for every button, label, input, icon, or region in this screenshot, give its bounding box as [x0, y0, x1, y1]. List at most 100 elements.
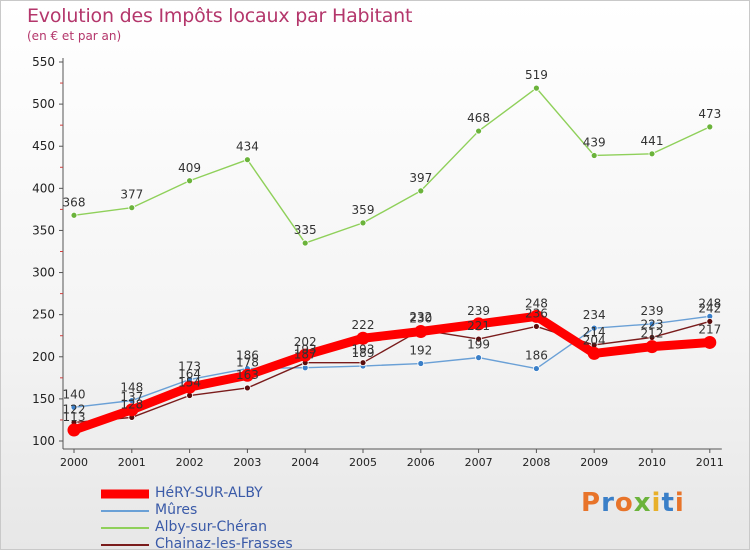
data-label: 187	[294, 348, 317, 362]
legend-label: Alby-sur-Chéran	[155, 519, 267, 535]
data-label: 189	[352, 346, 375, 360]
data-point	[298, 348, 312, 362]
x-tick-label: 2003	[233, 456, 261, 469]
x-tick-label: 2009	[580, 456, 608, 469]
data-label: 397	[409, 171, 432, 185]
x-tick-label: 2006	[407, 456, 435, 469]
data-point	[243, 384, 251, 392]
data-point	[240, 368, 254, 382]
logo-letter: t	[661, 488, 675, 518]
data-point	[70, 211, 78, 219]
logo-letter: i	[674, 488, 685, 518]
y-tick-label: 450	[32, 139, 55, 153]
data-point	[359, 219, 367, 227]
data-label: 441	[641, 134, 664, 148]
x-tick-label: 2011	[696, 456, 724, 469]
data-point	[706, 318, 714, 325]
logo-letter: o	[614, 488, 634, 518]
data-label: 193	[352, 343, 375, 357]
data-label: 178	[236, 355, 259, 369]
data-label: 439	[583, 135, 606, 149]
data-label: 212	[641, 327, 664, 341]
data-label: 122	[63, 402, 86, 416]
x-tick-label: 2000	[60, 456, 88, 469]
y-tick-label: 250	[32, 308, 55, 322]
data-point	[533, 323, 540, 330]
data-point	[590, 324, 598, 332]
series-line	[73, 87, 711, 244]
data-point	[475, 127, 483, 135]
x-tick-label: 2004	[291, 456, 319, 469]
data-point	[417, 360, 425, 367]
data-point	[648, 150, 656, 158]
chart-subtitle: (en € et par an)	[27, 29, 122, 43]
legend-swatch	[101, 526, 149, 529]
legend-item: HéRY-SUR-ALBY	[101, 485, 293, 502]
data-point	[67, 423, 81, 437]
y-tick-label: 200	[32, 350, 55, 364]
logo-letter: r	[601, 488, 615, 518]
y-tick-label: 100	[32, 434, 55, 448]
x-tick-label: 2005	[349, 456, 377, 469]
data-label: 164	[178, 367, 201, 381]
y-tick-label: 300	[32, 266, 55, 280]
data-label: 473	[698, 107, 721, 121]
data-point	[125, 403, 139, 417]
data-point	[359, 359, 367, 367]
x-tick-label: 2001	[118, 456, 146, 469]
data-label: 519	[525, 68, 548, 82]
data-label: 128	[120, 397, 143, 411]
data-label: 193	[294, 343, 317, 357]
legend-swatch	[101, 489, 149, 498]
data-label: 199	[467, 338, 490, 352]
data-label: 377	[120, 188, 143, 202]
data-point	[186, 177, 194, 185]
data-label: 232	[409, 310, 432, 324]
data-label: 140	[63, 387, 86, 401]
series-line	[73, 320, 711, 424]
data-label: 173	[178, 360, 201, 374]
data-label: 434	[236, 140, 259, 154]
data-label: 222	[352, 318, 375, 332]
data-label: 230	[409, 312, 432, 326]
data-point	[301, 239, 309, 247]
data-label: 204	[583, 333, 606, 347]
data-point	[533, 365, 540, 372]
legend-label: Mûres	[155, 502, 198, 518]
logo-letter: x	[633, 488, 652, 518]
data-label: 148	[120, 381, 143, 395]
y-tick-label: 550	[32, 55, 55, 69]
data-label: 359	[352, 203, 375, 217]
data-label: 236	[525, 306, 548, 320]
legend-swatch	[101, 543, 149, 546]
data-point	[590, 152, 598, 159]
y-tick-label: 350	[32, 223, 55, 237]
data-point	[128, 204, 136, 212]
legend-label: Chainaz-les-Frasses	[155, 536, 293, 552]
chart-title: Evolution des Impôts locaux par Habitant	[27, 5, 413, 27]
legend: HéRY-SUR-ALBY Mûres Alby-sur-Chéran Chai…	[101, 485, 293, 553]
data-point	[414, 325, 428, 339]
data-point	[706, 123, 714, 131]
data-label: 221	[467, 319, 490, 333]
data-point	[356, 331, 370, 345]
data-label: 409	[178, 161, 201, 175]
data-point	[533, 84, 540, 92]
data-label: 335	[294, 223, 317, 237]
data-label: 248	[698, 296, 721, 310]
data-point	[587, 346, 601, 360]
x-tick-label: 2008	[522, 456, 550, 469]
x-tick-label: 2010	[638, 456, 666, 469]
x-tick-label: 2007	[465, 456, 493, 469]
logo-letter: P	[581, 488, 602, 518]
data-point	[417, 187, 425, 195]
data-point	[529, 309, 543, 323]
data-label: 113	[63, 410, 86, 424]
data-label: 137	[120, 390, 143, 404]
data-label: 217	[698, 322, 721, 336]
data-label: 223	[641, 317, 664, 331]
legend-label: HéRY-SUR-ALBY	[155, 485, 263, 501]
data-point	[70, 403, 78, 411]
data-label: 239	[641, 304, 664, 318]
